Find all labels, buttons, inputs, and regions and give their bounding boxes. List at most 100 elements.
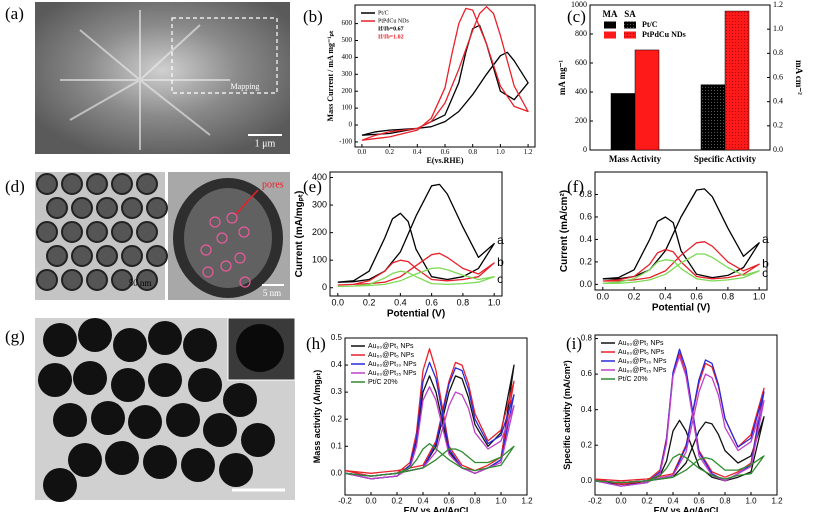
y2-tick-label: 1.2 [773, 0, 783, 9]
particle [111, 269, 133, 291]
y2-tick-label: 0.4 [773, 96, 783, 105]
y-tick-label: 1000 [571, 0, 587, 9]
y-tick-label: 0.4 [581, 405, 593, 414]
x-tick-label: 0.4 [667, 497, 679, 506]
legend-label: Au₆₀@Pt₁₅ NPs [368, 370, 417, 377]
particle [36, 173, 58, 195]
y-tick-label: 100 [342, 104, 353, 112]
x-tick-label: 0.2 [628, 292, 641, 302]
legend-swatch [624, 21, 636, 29]
legend-label: Au₆₀@Pt₁ NPs [618, 340, 664, 347]
panel-label: (d) [5, 177, 25, 196]
particle [71, 245, 93, 267]
particle [143, 445, 177, 479]
x-tick-label: 1.0 [495, 497, 507, 506]
annotation-arrow [235, 189, 259, 215]
y-axis-label: Mass activity (A/mgₚₜ) [312, 370, 322, 464]
particle [43, 468, 77, 502]
panel-label: (i) [566, 334, 582, 353]
chart: (h) 0.0 0.1 0.2 0.3 0.4 0.5 -0.2 0.0 0.2 0.4 0.6 0.8… [306, 333, 533, 512]
pore-markers [200, 212, 251, 288]
y-tick-label: 800 [575, 29, 587, 38]
y-tick-label: 600 [575, 58, 587, 67]
particle [71, 197, 93, 219]
x-tick-label: 0.2 [641, 497, 653, 506]
y-tick-label: 600 [342, 19, 353, 27]
particle [86, 173, 108, 195]
x-axis-label: Potential (V) [387, 309, 445, 320]
particle [136, 173, 158, 195]
particle [96, 245, 118, 267]
sem-image: Mapping 1 μm [35, 2, 290, 154]
legend-swatch [604, 31, 616, 39]
y-tick-label: 0.5 [331, 333, 343, 342]
mapping-box [171, 17, 278, 94]
x-axis-label: Potential (V) [652, 303, 710, 314]
y-tick-label: 0.6 [581, 369, 593, 378]
tem-images: 50 nm pores 5 nm [35, 172, 290, 300]
cv-curve [361, 24, 529, 136]
y-tick-label: 0.0 [579, 279, 592, 289]
particle [46, 245, 68, 267]
x-tick-label: 0.4 [413, 148, 422, 156]
y-tick-label: -100 [339, 138, 352, 146]
particle [91, 401, 125, 435]
x-tick-label: 0.6 [441, 148, 450, 156]
panel-label: (h) [306, 334, 326, 353]
scale-bar-label: 50 nm [129, 278, 152, 288]
tem-image [35, 317, 296, 502]
chart: (b) -100 0 100 200 300 400 500 600 0.0 0.2 0.4 0.6 0.… [303, 4, 536, 165]
y-tick-label: 0.4 [331, 360, 343, 369]
legend-label: Pt/C [378, 10, 389, 16]
x-tick-label: 0.6 [425, 298, 438, 308]
series-label: b [497, 255, 504, 269]
panel-label: (b) [303, 7, 323, 26]
particle [36, 221, 58, 243]
dendrite-texture [60, 10, 230, 150]
particle [203, 413, 237, 447]
particle [38, 363, 72, 397]
chart: (c) 0 200 400 600 800 1000 mA mg⁻¹ 0.0 0.2 0.4 0.6 0… [557, 0, 804, 164]
plot-frame [594, 334, 778, 496]
cv-curve [602, 241, 760, 282]
particle [73, 361, 107, 395]
legend-label: PtPdCu NDs [378, 18, 410, 24]
particle [188, 368, 222, 402]
panel-label: (g) [5, 327, 25, 346]
x-tick-label: 1.0 [753, 292, 766, 302]
particle [113, 328, 147, 362]
particle [136, 221, 158, 243]
cv-curve [344, 442, 515, 477]
legend-header: SA [624, 9, 636, 19]
x-axis-label: E/V vs Ag/AgCl [404, 505, 469, 512]
x-tick-label: 0.4 [417, 497, 429, 506]
inset-label: Mapping [231, 82, 260, 91]
plot-frame [344, 337, 528, 496]
y2-tick-label: 0.2 [773, 121, 783, 130]
cv-curve [337, 267, 495, 288]
cv-curve [594, 355, 765, 487]
x-tick-label: 0.6 [443, 497, 455, 506]
y2-tick-label: 0.0 [773, 145, 783, 154]
x-axis-label: E/V vs Ag/AgCl [654, 505, 719, 512]
particle [78, 318, 112, 352]
cv-curve [602, 188, 760, 280]
particle [46, 197, 68, 219]
particle [61, 221, 83, 243]
x-axis-label: E(vs.RHE) [426, 156, 463, 165]
x-tick-label: 0.4 [394, 298, 407, 308]
legend-label: Au₆₀@Pt₁ NPs [368, 343, 414, 350]
particle [241, 423, 275, 457]
x-tick-label: 0.8 [468, 148, 477, 156]
chart: (f) 0.0 0.2 0.4 0.6 0.8 0.0 0.2 0.4 0.6 0.8 1.0 Pote… [559, 171, 769, 314]
particle [166, 403, 200, 437]
plot-frame [594, 171, 768, 291]
series-label: b [762, 256, 769, 270]
y-tick-label: 0.8 [579, 189, 592, 199]
y-tick-label: 0.0 [331, 468, 343, 477]
x-tick-label: 0.8 [469, 497, 481, 506]
legend-label: Pt/C 20% [368, 379, 398, 386]
cv-curve [361, 6, 529, 141]
chart: (e) 0 100 200 300 400 0.0 0.2 0.4 0.6 0.8 1.0 Potent… [294, 171, 504, 320]
